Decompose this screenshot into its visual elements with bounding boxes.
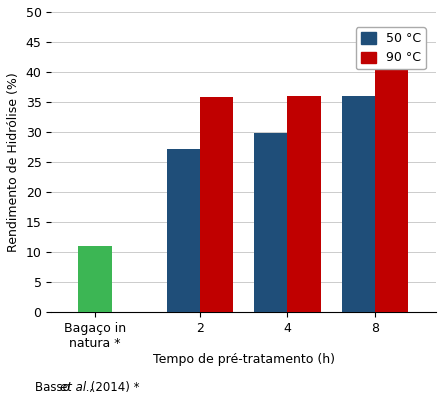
Bar <box>78 246 112 312</box>
Text: (2014) *: (2014) * <box>87 381 140 394</box>
X-axis label: Tempo de pré-tratamento (h): Tempo de pré-tratamento (h) <box>153 353 334 366</box>
Bar <box>288 96 321 312</box>
Bar <box>200 97 233 312</box>
Bar <box>342 96 375 312</box>
Bar <box>375 32 408 312</box>
Text: Basso: Basso <box>35 381 74 394</box>
Y-axis label: Rendimento de Hidrólise (%): Rendimento de Hidrólise (%) <box>7 72 20 252</box>
Text: et al.,: et al., <box>60 381 93 394</box>
Legend: 50 °C, 90 °C: 50 °C, 90 °C <box>356 27 426 69</box>
Bar <box>254 133 288 312</box>
Bar <box>167 149 200 312</box>
